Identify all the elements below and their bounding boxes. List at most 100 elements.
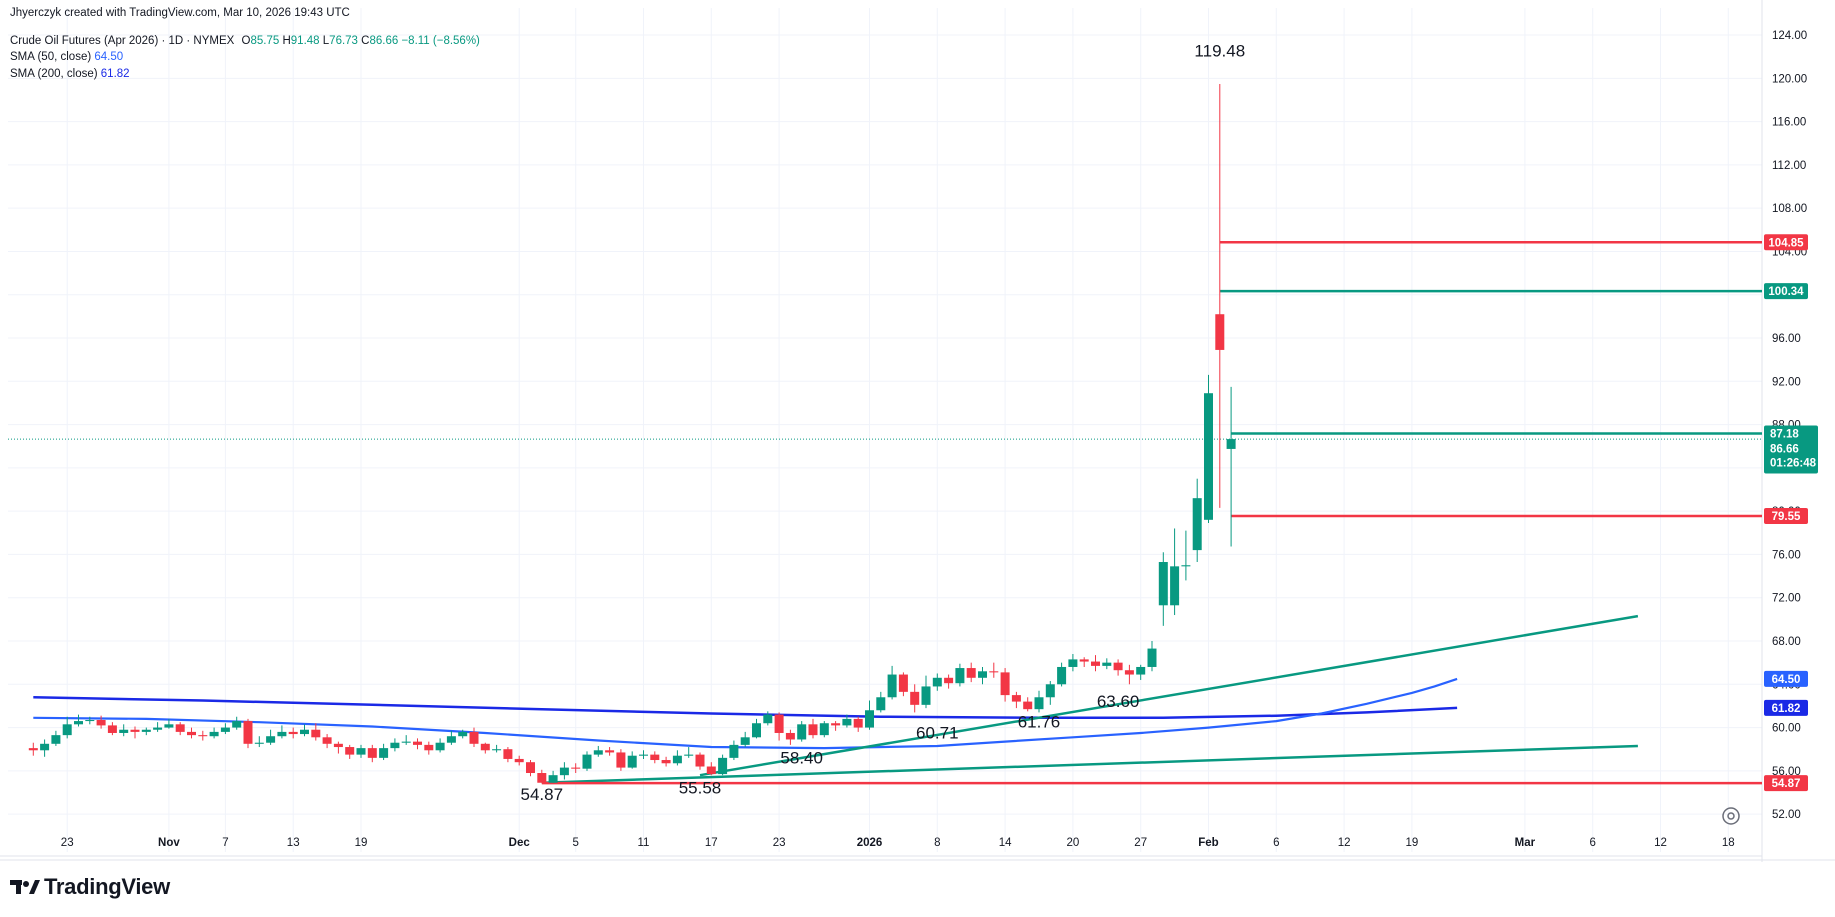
candle-body (85, 719, 95, 722)
change-value: −8.11 (−8.56%) (401, 35, 480, 47)
candle-body (28, 748, 38, 751)
candle-body (1034, 697, 1044, 710)
candle-body (164, 724, 174, 728)
candle-down (130, 726, 140, 739)
candle-up (921, 675, 931, 709)
candle-body (107, 725, 117, 733)
candle-body (153, 727, 163, 730)
candle-up (492, 744, 502, 753)
sma50-value: 64.50 (94, 51, 124, 63)
candle-body (198, 735, 208, 737)
last-price-badge-text: 86.66 (1770, 443, 1799, 455)
x-tick-label: 6 (1589, 837, 1595, 849)
candle-body (379, 748, 389, 758)
candle-down (107, 722, 117, 736)
tradingview-brand-text: TradingView (44, 874, 170, 899)
candle-body (311, 729, 321, 738)
candle-up (1136, 664, 1146, 680)
sma50-legend[interactable]: SMA (50, close) 64.50 (10, 51, 123, 63)
candle-body (1147, 648, 1157, 667)
candle-body (1181, 565, 1191, 567)
candle-body (1102, 662, 1112, 666)
candle-body (1226, 439, 1236, 449)
candle-body (887, 674, 897, 698)
close-value: 86.66 (369, 35, 399, 47)
candle-up (209, 727, 219, 739)
candle-body (446, 736, 456, 743)
y-tick-label: 56.00 (1772, 766, 1801, 778)
candle-up (1204, 374, 1213, 524)
annotation-label: 58.40 (780, 748, 823, 767)
candle-up (141, 727, 151, 736)
candle-body (785, 732, 795, 740)
candle-down (661, 756, 671, 767)
candle-up (932, 673, 942, 691)
candle-body (1204, 393, 1213, 520)
sma-badge: 64.50 (1764, 670, 1808, 687)
high-label: H (282, 35, 291, 47)
low-value: 76.73 (329, 35, 358, 47)
tradingview-logo[interactable]: TradingView (10, 874, 170, 900)
candle-body (514, 758, 524, 763)
candle-up (672, 750, 682, 766)
candle-down (1091, 655, 1100, 672)
candle-down (989, 662, 999, 678)
candle-down (706, 762, 716, 776)
candle-body (593, 750, 603, 755)
candle-body (537, 773, 547, 783)
candle-down (537, 769, 547, 783)
tradingview-logo-icon (10, 880, 40, 894)
candle-body (752, 723, 761, 738)
candle-body (492, 749, 502, 751)
candle-body (774, 714, 784, 733)
symbol-name: Crude Oil Futures (Apr 2026) · 1D · NYME… (10, 35, 235, 47)
candle-down (1113, 659, 1123, 676)
open-label: O (241, 35, 251, 47)
candle-body (1192, 498, 1202, 551)
candle-body (322, 737, 332, 744)
y-tick-label: 124.00 (1772, 30, 1807, 42)
candle-body (1113, 662, 1123, 671)
candle-body (175, 724, 185, 732)
chart-settings-icon[interactable] (1721, 806, 1741, 826)
candle-up (254, 736, 264, 748)
candle-down (367, 744, 377, 763)
candle-up (876, 691, 886, 713)
candle-body (435, 742, 445, 751)
symbol-legend[interactable]: Crude Oil Futures (Apr 2026) · 1D · NYME… (10, 35, 480, 47)
candle-down (966, 662, 976, 683)
candle-up (865, 700, 874, 730)
candle-body (333, 743, 343, 748)
candle-body (1023, 701, 1033, 710)
candle-up (1181, 530, 1191, 581)
candle-body (254, 742, 264, 744)
candle-down (1023, 697, 1033, 712)
y-tick-label: 72.00 (1772, 593, 1801, 605)
x-tick-label: 12 (1338, 837, 1351, 849)
candle-body (1170, 566, 1180, 606)
candle-body (763, 714, 773, 724)
x-tick-label: 5 (572, 837, 578, 849)
candle-body (831, 723, 841, 726)
candle-up (458, 729, 468, 739)
last-price-badge-bg (1764, 425, 1818, 474)
candle-down (96, 715, 106, 729)
candle-body (605, 750, 615, 753)
candle-up (752, 718, 761, 739)
candle-body (910, 691, 920, 705)
candle-up (401, 735, 411, 745)
candle-down (469, 727, 479, 748)
level-badge-text: 54.87 (1772, 778, 1801, 790)
candle-body (345, 747, 355, 755)
x-tick-label: 23 (61, 837, 74, 849)
candle-up (277, 725, 287, 739)
candle-body (718, 757, 728, 775)
level-badge-bg (1764, 508, 1808, 525)
candle-body (1124, 670, 1134, 675)
sma200-legend[interactable]: SMA (200, close) 61.82 (10, 68, 130, 80)
candle-up (684, 747, 694, 758)
y-tick-label: 108.00 (1772, 203, 1807, 215)
annotation-label: 54.87 (521, 785, 564, 804)
candle-down (605, 747, 615, 756)
